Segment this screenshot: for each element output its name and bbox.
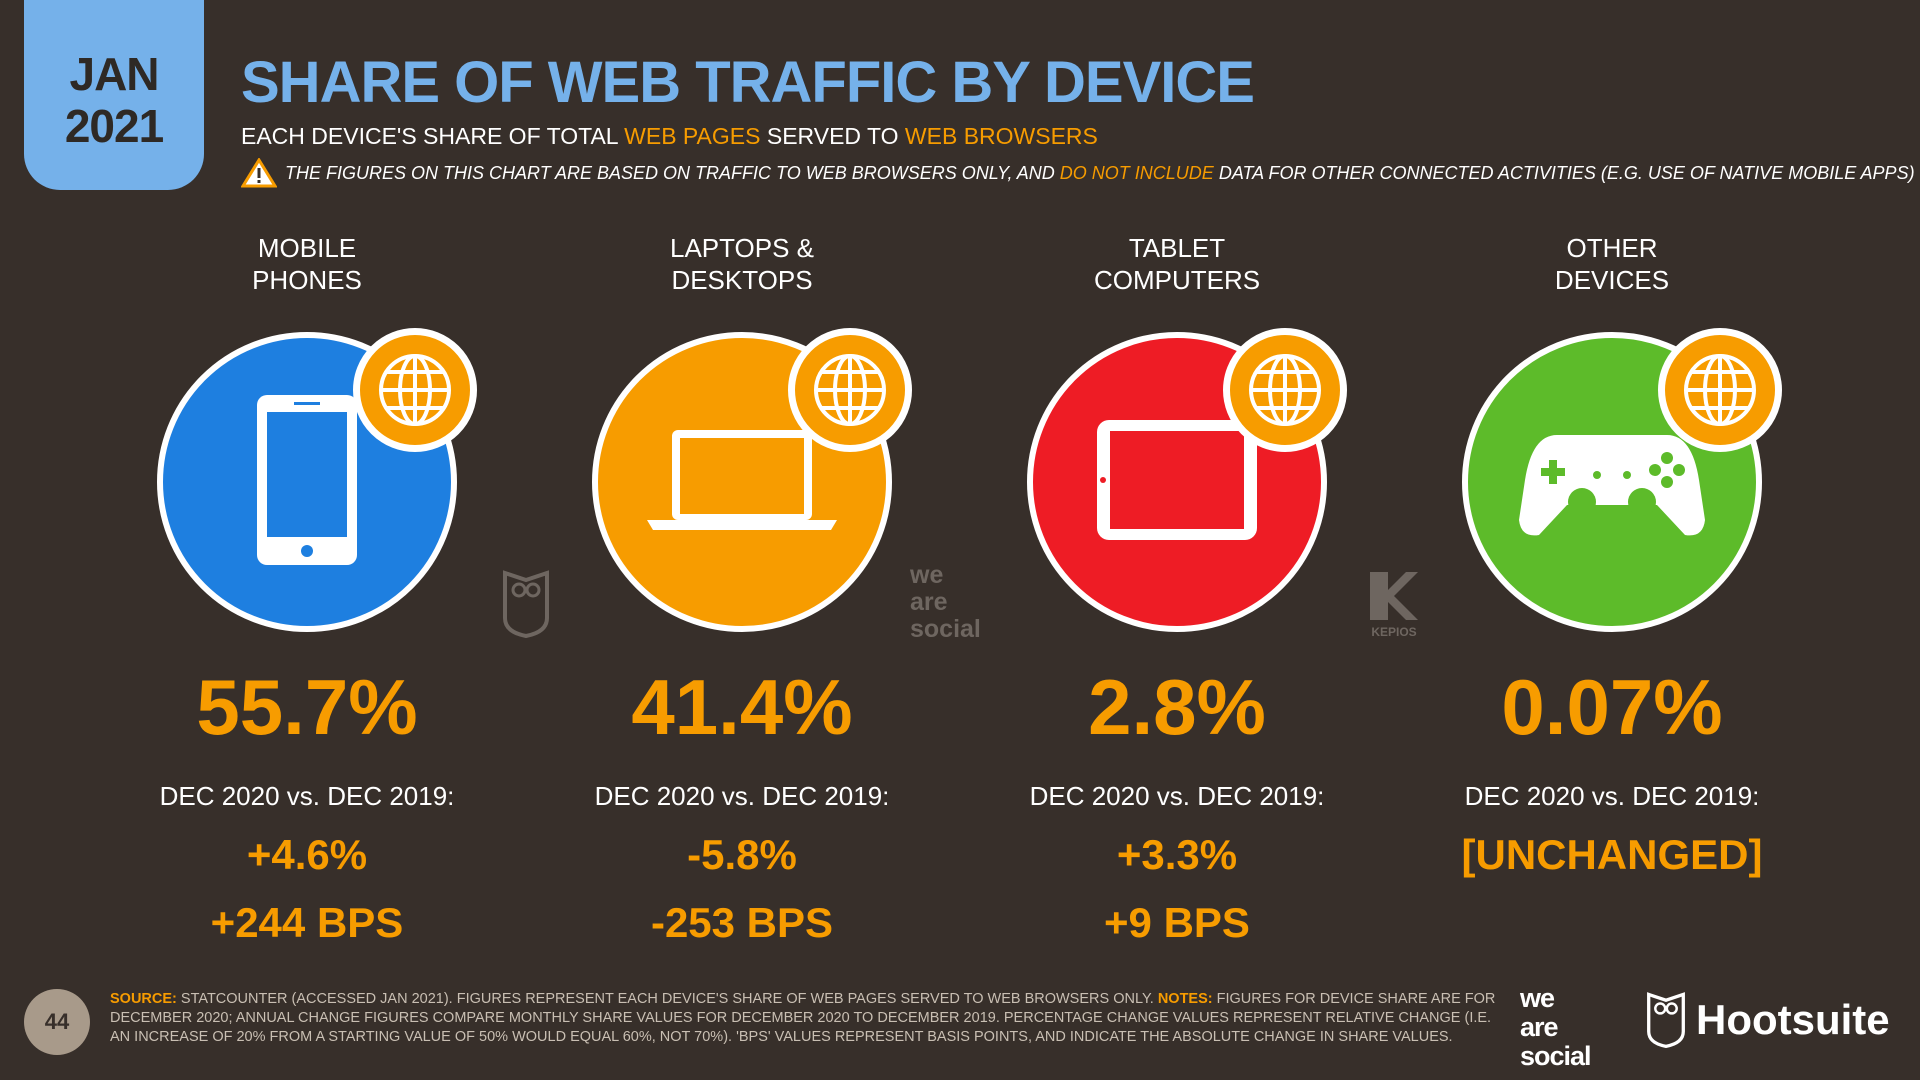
- device-circle: [1027, 328, 1347, 632]
- logo-text: we: [910, 561, 944, 589]
- warning-highlight: DO NOT INCLUDE: [1059, 163, 1214, 183]
- logo-text: are: [1520, 1012, 1559, 1042]
- notes-text: FIGURES FOR DEVICE SHARE ARE FOR DECEMBE…: [110, 991, 1496, 1045]
- subtitle-text: SERVED TO: [760, 123, 905, 149]
- bps-change: +9 BPS: [1104, 899, 1250, 946]
- date-tab: JAN 2021: [24, 0, 204, 190]
- globe-icon: [1684, 354, 1756, 426]
- device-label: TABLET COMPUTERS: [967, 232, 1387, 296]
- share-value: 55.7%: [196, 663, 418, 751]
- device-label-line: MOBILE: [257, 233, 357, 263]
- wearesocial-logo: we are social: [1520, 983, 1592, 1071]
- logo-text: social: [1520, 1041, 1592, 1071]
- device-label-line: DEVICES: [1554, 265, 1670, 295]
- logo-text: we: [1520, 983, 1555, 1013]
- subtitle-text: EACH DEVICE'S SHARE OF TOTAL: [241, 123, 625, 149]
- logo-text: social: [910, 615, 981, 643]
- share-value: 0.07%: [1501, 663, 1723, 751]
- device-label-line: PHONES: [252, 265, 362, 295]
- page-number: 44: [24, 989, 90, 1055]
- device-circle: [157, 328, 477, 632]
- hootsuite-logo: Hootsuite: [1646, 992, 1890, 1048]
- percent-change: +4.6%: [246, 831, 368, 878]
- bps-change: +244 BPS: [210, 899, 404, 946]
- gamepad-icon: [1517, 420, 1707, 545]
- device-column: OTHER DEVICES 0.07% DEC 2020 vs. DEC 2019…: [1402, 232, 1822, 898]
- device-circle: [1462, 328, 1782, 632]
- globe-icon: [814, 354, 886, 426]
- footer-notes: SOURCE: STATCOUNTER (ACCESSED JAN 2021).…: [110, 990, 1500, 1047]
- owl-icon: [1647, 992, 1685, 1048]
- globe-badge: [1658, 328, 1782, 452]
- device-label: OTHER DEVICES: [1402, 232, 1822, 296]
- comparison-label: DEC 2020 vs. DEC 2019:: [594, 781, 890, 811]
- laptop-icon: [647, 425, 837, 540]
- logo-text: are: [910, 588, 948, 616]
- device-label-line: DESKTOPS: [671, 265, 813, 295]
- device-circle: [592, 328, 912, 632]
- subtitle-highlight: WEB PAGES: [624, 123, 761, 149]
- globe-badge: [788, 328, 912, 452]
- tablet-icon: [1092, 415, 1262, 550]
- device-column: LAPTOPS & DESKTOPS 41.4% DEC 2020 vs. DEC…: [532, 232, 952, 948]
- warning-icon: [241, 158, 277, 188]
- subtitle-highlight: WEB BROWSERS: [904, 123, 1098, 149]
- logo-text: Hootsuite: [1696, 996, 1890, 1043]
- percent-change: -5.8%: [687, 831, 797, 878]
- comparison-label: DEC 2020 vs. DEC 2019:: [1029, 781, 1325, 811]
- share-value: 2.8%: [1088, 663, 1266, 751]
- source-text: STATCOUNTER (ACCESSED JAN 2021). FIGURES…: [176, 991, 1158, 1007]
- device-column: TABLET COMPUTERS 2.8% DEC 2020 vs. DEC 20…: [967, 232, 1387, 948]
- device-label: MOBILE PHONES: [97, 232, 517, 296]
- wearesocial-watermark: we are social: [910, 562, 981, 643]
- device-label-line: OTHER: [1566, 233, 1658, 263]
- device-label-line: TABLET: [1128, 233, 1226, 263]
- globe-badge: [353, 328, 477, 452]
- page-title: SHARE OF WEB TRAFFIC BY DEVICE: [241, 50, 1255, 115]
- warning-text: THE FIGURES ON THIS CHART ARE BASED ON T…: [285, 163, 1060, 183]
- comparison-label: DEC 2020 vs. DEC 2019:: [159, 781, 455, 811]
- date-month: JAN: [69, 48, 159, 100]
- smartphone-icon: [252, 390, 362, 575]
- warning-text: DATA FOR OTHER CONNECTED ACTIVITIES (E.G…: [1213, 163, 1915, 183]
- kepios-watermark: KEPIOS: [1368, 570, 1420, 639]
- warning-note: THE FIGURES ON THIS CHART ARE BASED ON T…: [241, 158, 1915, 188]
- share-value: 41.4%: [631, 663, 853, 751]
- bps-change: -253 BPS: [650, 899, 834, 946]
- device-label: LAPTOPS & DESKTOPS: [532, 232, 952, 296]
- hootsuite-watermark: [502, 570, 550, 643]
- device-label-line: LAPTOPS &: [669, 233, 815, 263]
- percent-change: +3.3%: [1116, 831, 1238, 878]
- device-column: MOBILE PHONES 55.7% DEC 2020 vs. DEC 2019…: [97, 232, 517, 948]
- date-year: 2021: [64, 100, 164, 152]
- logo-text: KEPIOS: [1371, 625, 1417, 639]
- globe-icon: [379, 354, 451, 426]
- subtitle: EACH DEVICE'S SHARE OF TOTAL WEB PAGES S…: [241, 122, 1098, 150]
- notes-label: NOTES:: [1157, 991, 1213, 1007]
- percent-change: [UNCHANGED]: [1461, 831, 1763, 878]
- comparison-label: DEC 2020 vs. DEC 2019:: [1464, 781, 1760, 811]
- globe-icon: [1249, 354, 1321, 426]
- globe-badge: [1223, 328, 1347, 452]
- device-label-line: COMPUTERS: [1093, 265, 1261, 295]
- source-label: SOURCE:: [110, 991, 177, 1007]
